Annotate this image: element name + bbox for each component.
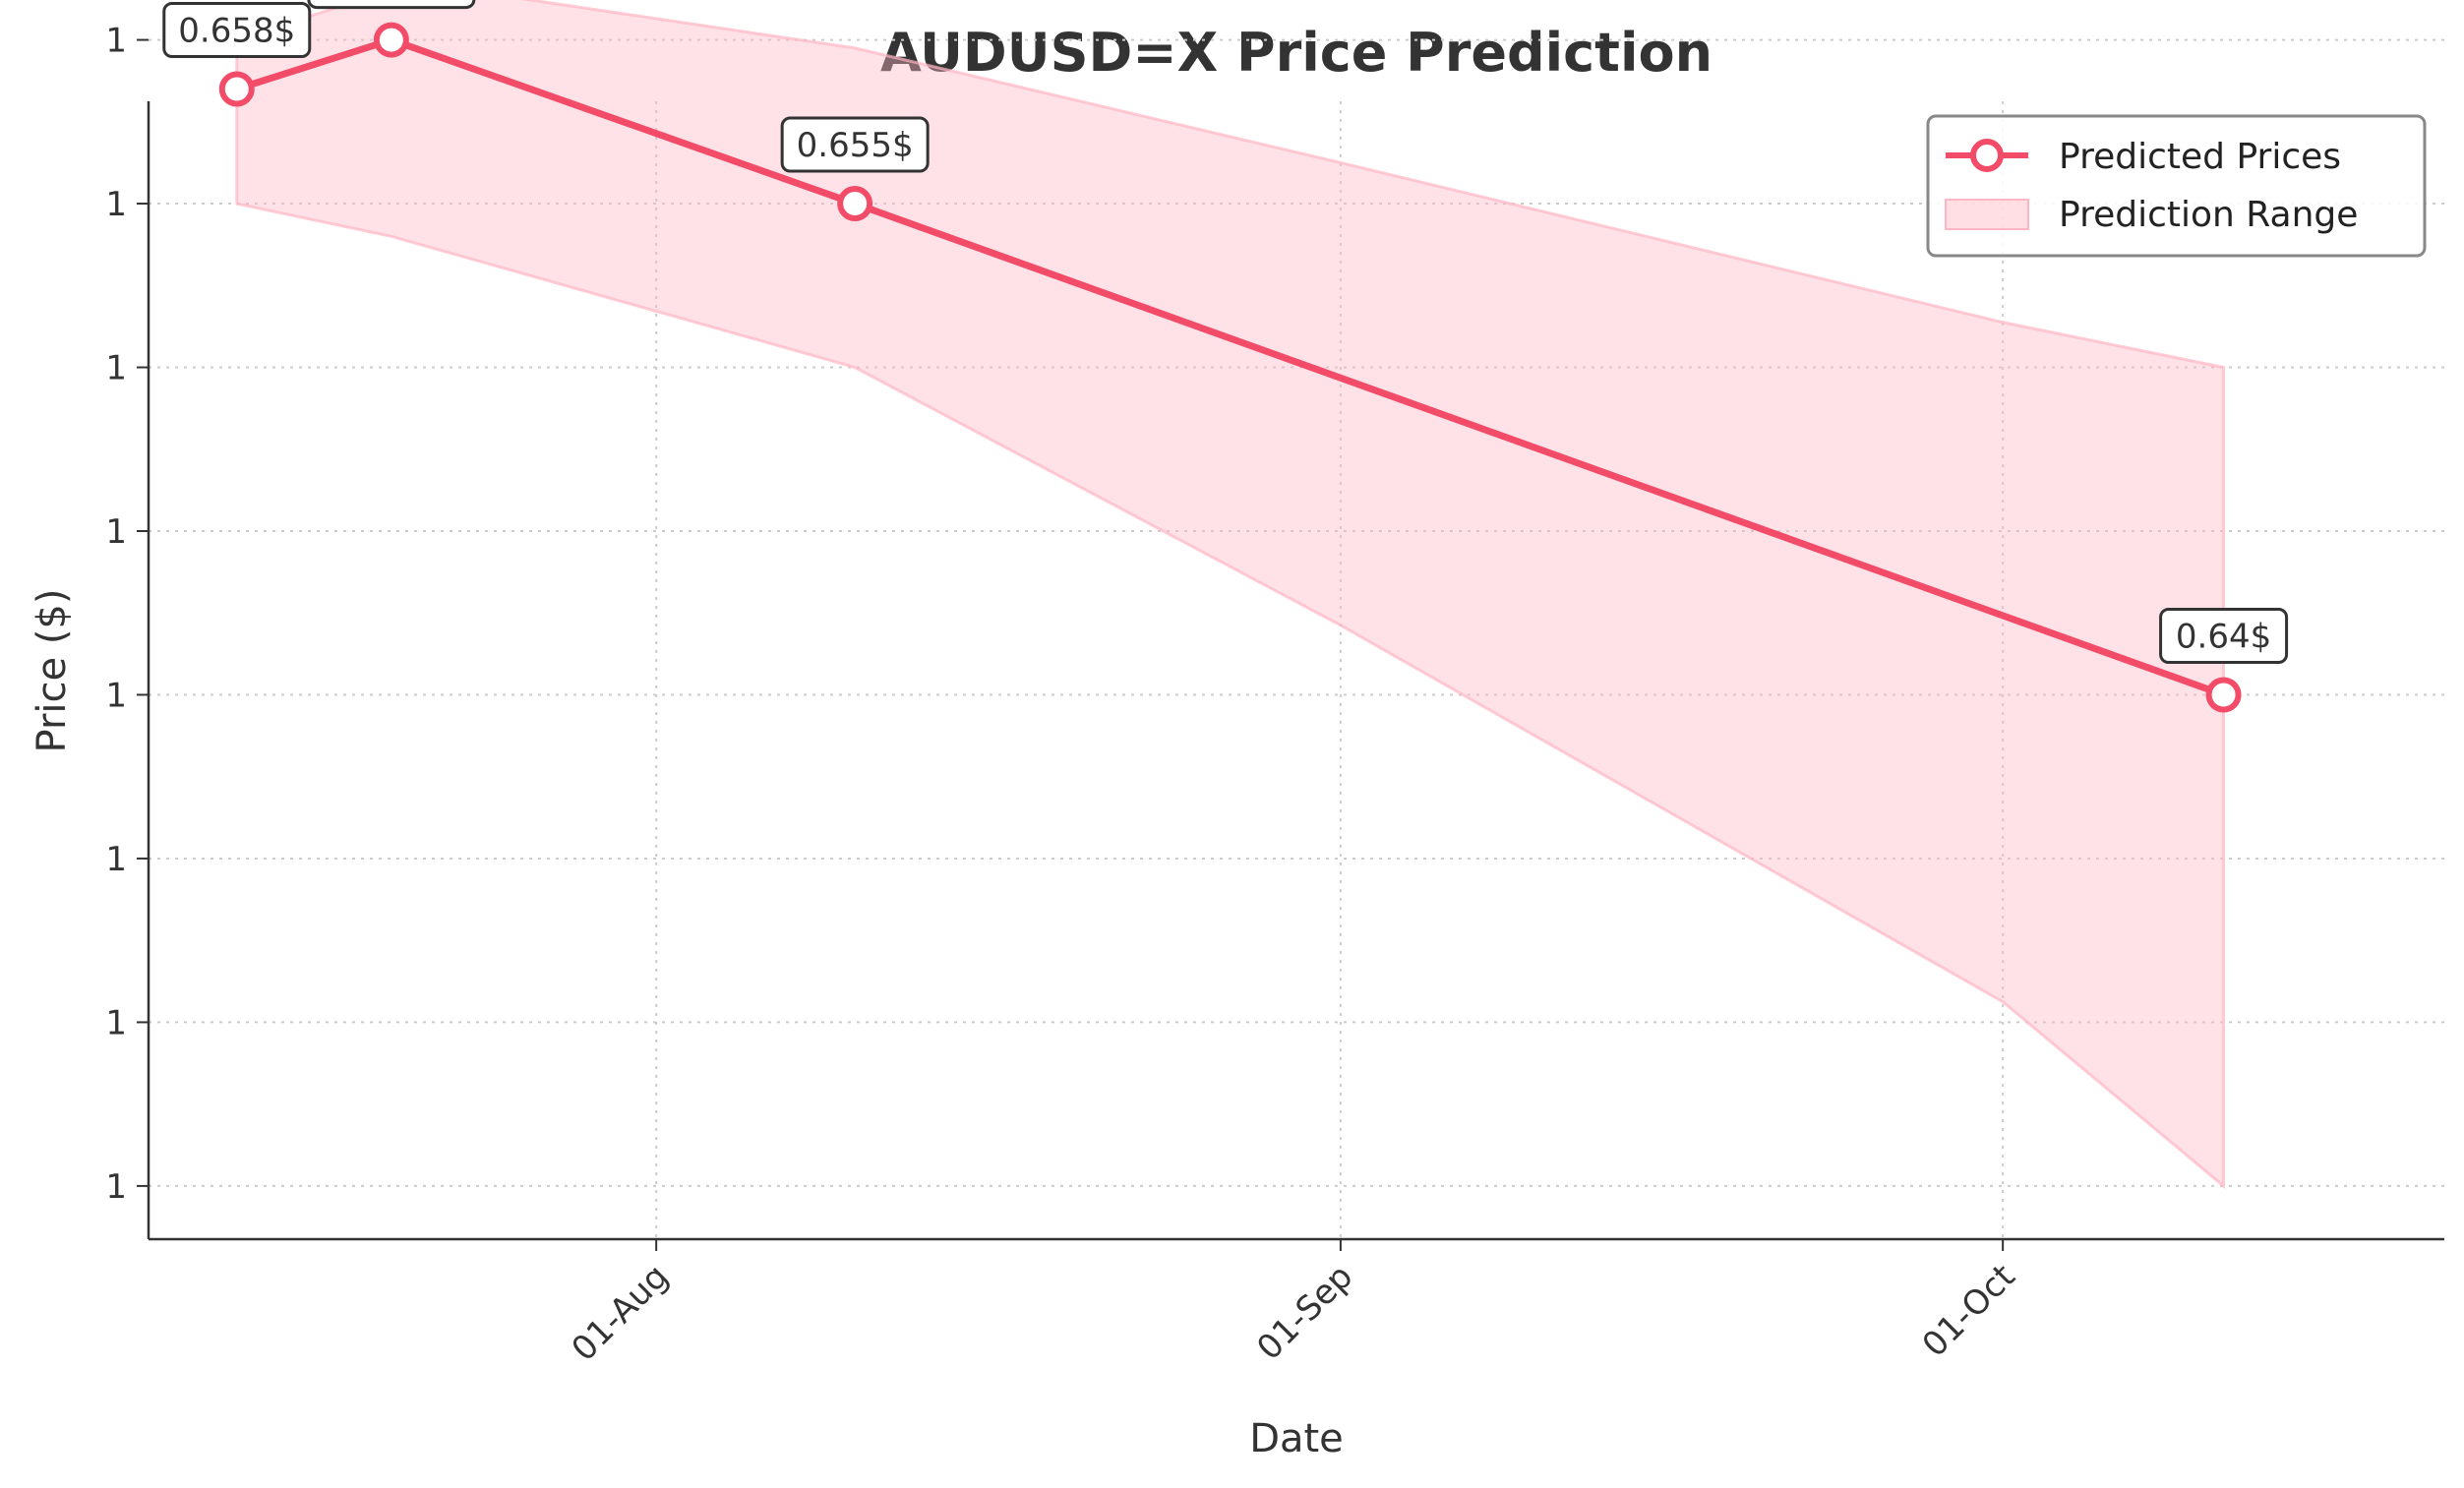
prediction-range-band xyxy=(235,0,2226,1190)
y-tick-label: 1 xyxy=(105,185,127,224)
predicted-prices-series xyxy=(218,22,2242,713)
data-label-box xyxy=(780,116,930,173)
x-tick-label: 01-Aug xyxy=(565,1257,677,1369)
data-label-text: 0.658$ xyxy=(178,12,295,51)
data-label-box xyxy=(162,2,312,59)
y-tick-label: 1 xyxy=(105,512,127,552)
x-tick-label: 01-Oct xyxy=(1915,1257,2023,1365)
predicted-price-point xyxy=(373,22,409,58)
data-label-text: 0.655$ xyxy=(797,126,914,165)
y-axis-label: Price ($) xyxy=(30,589,75,753)
y-tick-label: 1 xyxy=(105,22,127,61)
legend-range-swatch xyxy=(1945,199,2029,230)
legend-marker-swatch xyxy=(1970,139,2004,172)
data-annotations: 0.658$ 0.6595$ 0.655$ 0.64$ xyxy=(162,0,2289,664)
legend: Predicted Prices Prediction Range xyxy=(1926,114,2427,258)
data-label-text: 0.6595$ xyxy=(323,0,461,2)
legend-frame xyxy=(1926,114,2427,258)
data-label-box xyxy=(307,0,476,10)
data-label: 0.655$ xyxy=(780,116,930,173)
y-tick-label: 1 xyxy=(105,1003,127,1042)
x-axis-label: Date xyxy=(1249,1416,1344,1461)
data-label: 0.6595$ xyxy=(307,0,476,10)
data-label-box xyxy=(2159,607,2289,664)
predicted-price-point xyxy=(837,186,873,222)
prediction-range-area xyxy=(235,0,2226,1190)
data-label: 0.658$ xyxy=(162,2,312,59)
y-tick-label: 1 xyxy=(105,676,127,715)
predicted-price-line xyxy=(235,36,2225,698)
axes xyxy=(137,38,2444,1251)
predicted-price-point xyxy=(2205,677,2242,713)
y-tick-label: 1 xyxy=(105,840,127,879)
legend-predicted-prices: Predicted Prices xyxy=(2059,137,2341,177)
chart-title: AUDUSD=X Price Prediction xyxy=(880,22,1713,84)
x-tick-label: 01-Sep xyxy=(1249,1257,1360,1368)
data-label: 0.64$ xyxy=(2159,607,2289,664)
y-tick-label: 1 xyxy=(105,349,127,388)
y-tick-label: 1 xyxy=(105,1167,127,1207)
legend-prediction-range: Prediction Range xyxy=(2059,195,2358,235)
data-label-text: 0.64$ xyxy=(2176,617,2271,656)
predicted-price-point xyxy=(218,71,255,107)
